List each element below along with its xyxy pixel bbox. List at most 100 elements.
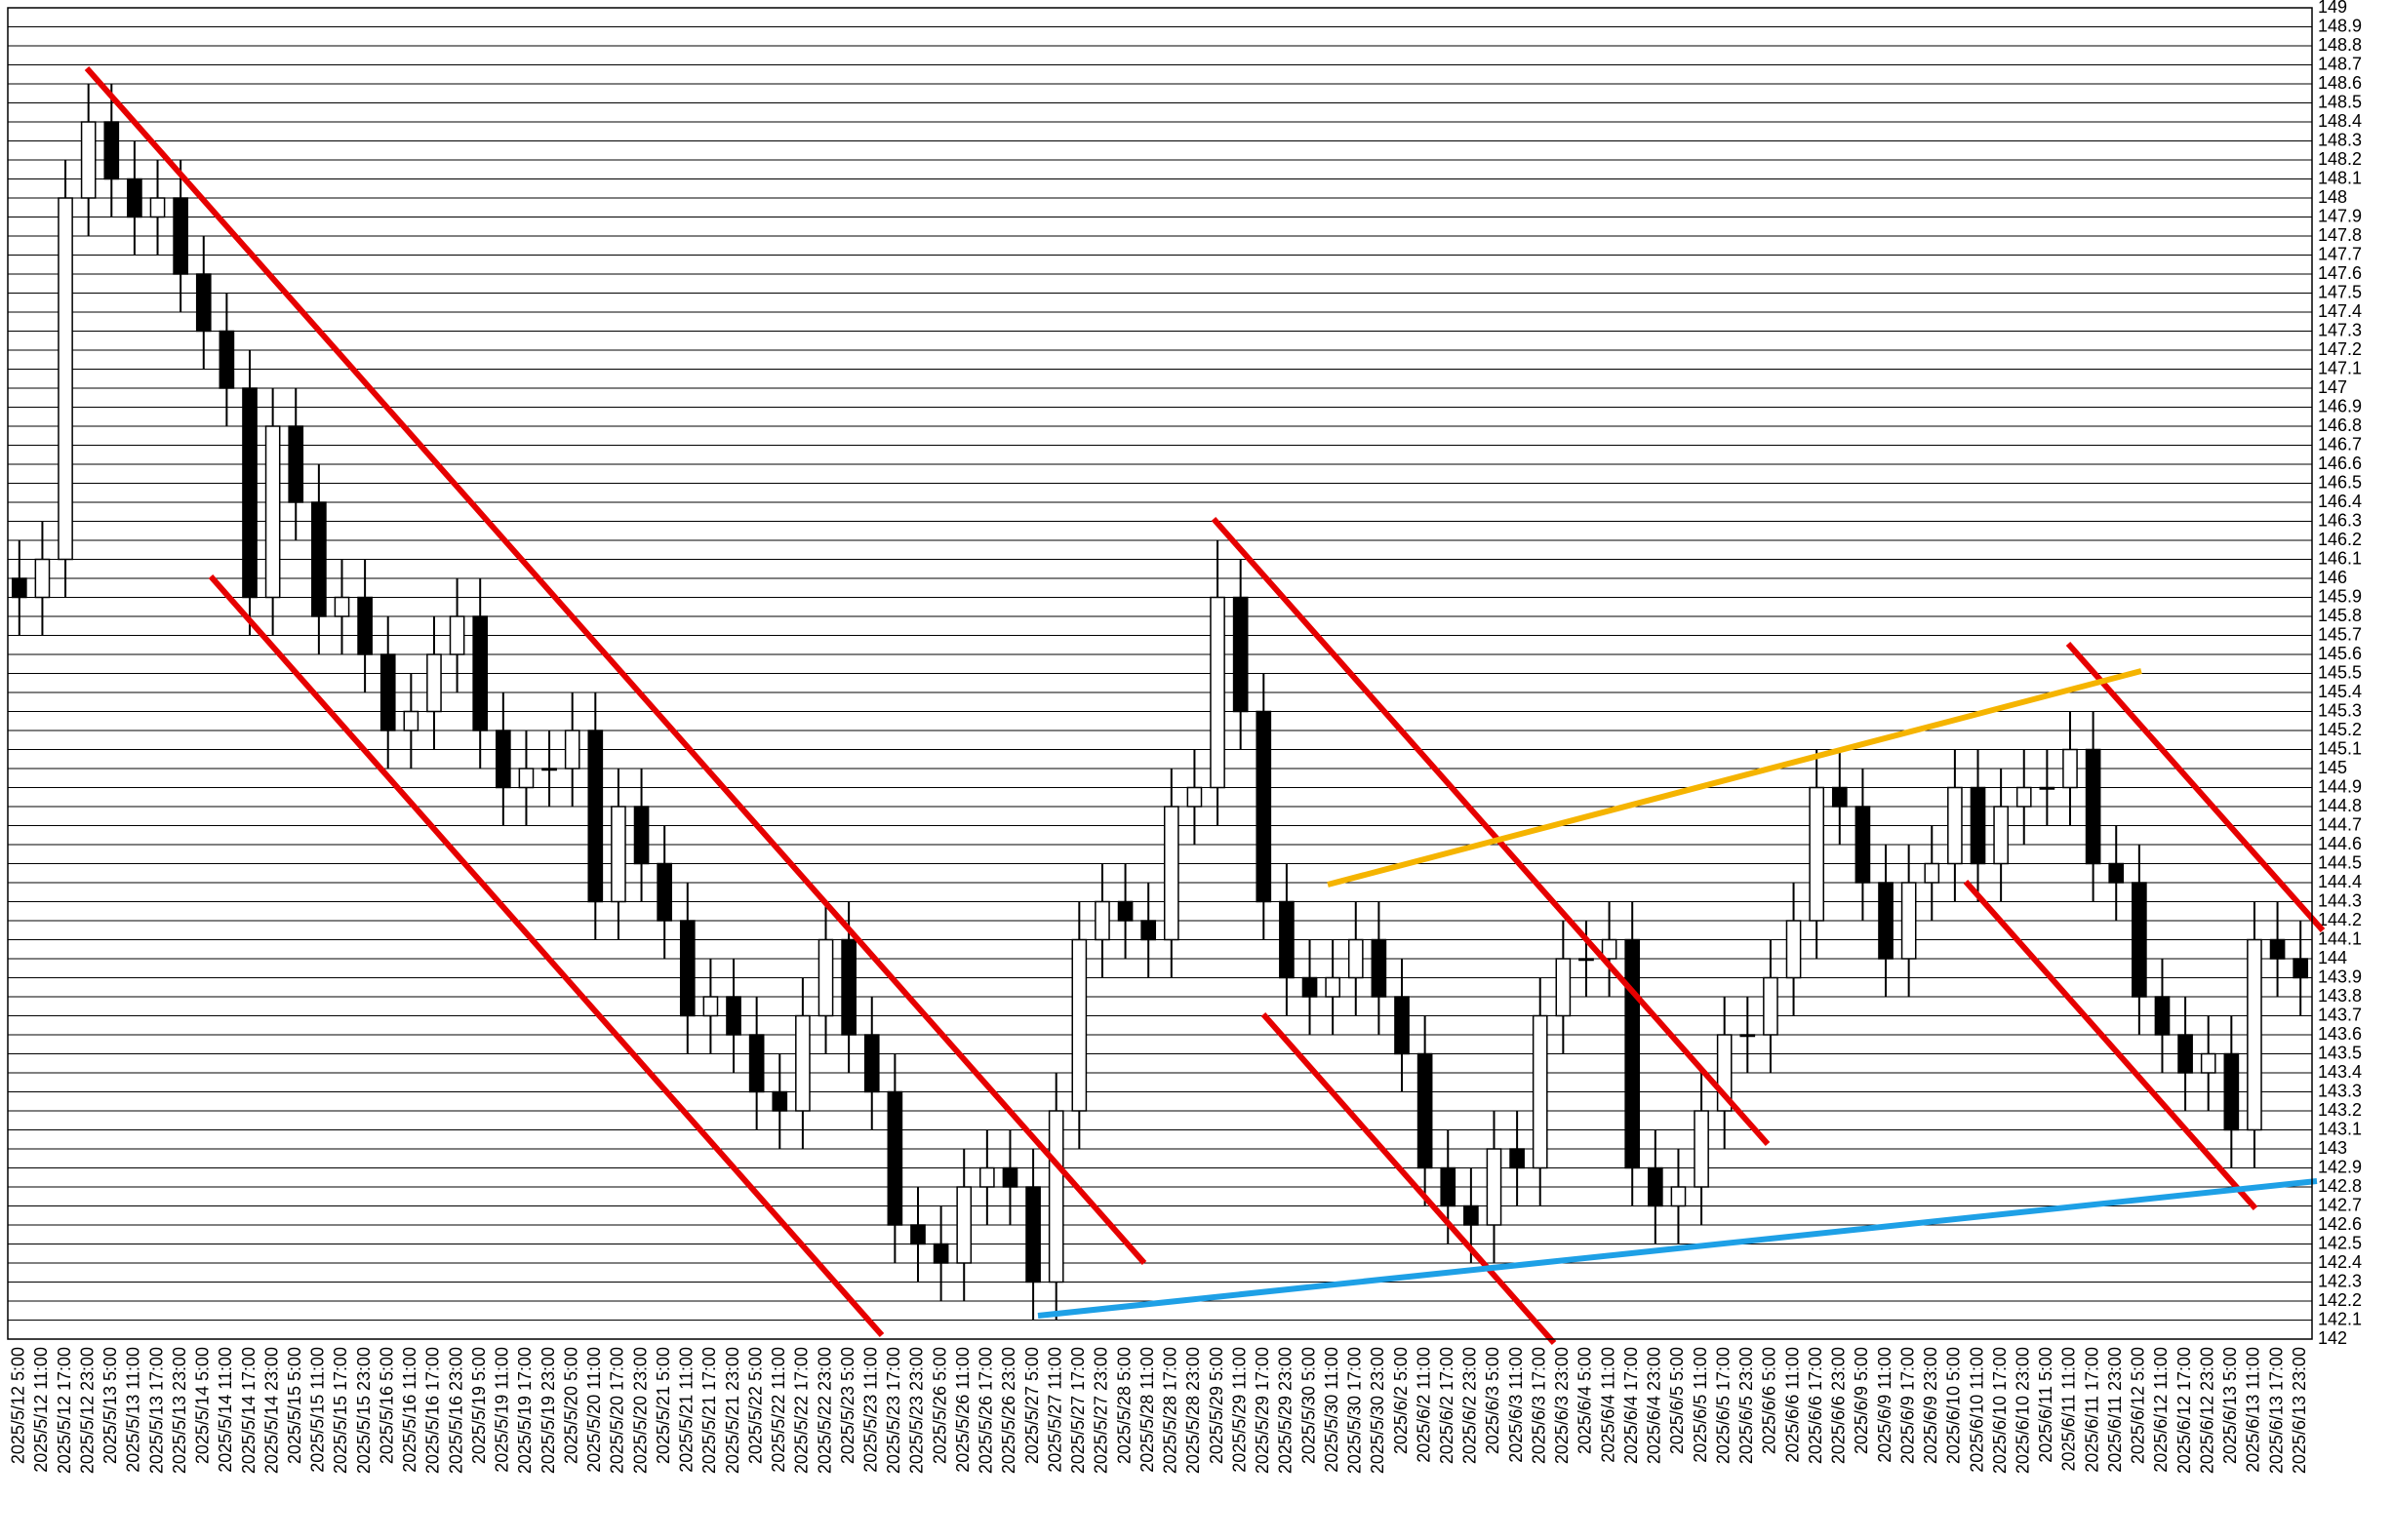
candle-body — [426, 653, 442, 713]
y-tick-label: 148.8 — [2318, 35, 2362, 55]
y-tick-label: 148.6 — [2318, 73, 2362, 93]
y-tick-label: 149 — [2318, 0, 2347, 17]
candle-body — [103, 121, 120, 180]
x-tick-label: 2025/6/13 5:00 — [2220, 1347, 2240, 1464]
y-tick-label: 147.3 — [2318, 320, 2362, 339]
y-tick-label: 148.1 — [2318, 168, 2362, 187]
y-tick-label: 148.4 — [2318, 111, 2362, 131]
x-tick-label: 2025/5/27 23:00 — [1092, 1347, 1111, 1474]
candle-body — [2108, 862, 2125, 884]
x-tick-label: 2025/6/6 17:00 — [1806, 1347, 1825, 1464]
x-tick-label: 2025/5/13 5:00 — [100, 1347, 120, 1464]
candle-body — [1440, 1166, 1456, 1207]
x-tick-label: 2025/6/4 17:00 — [1621, 1347, 1641, 1464]
candle-body — [127, 178, 142, 218]
candle-body — [956, 1186, 973, 1264]
x-tick-label: 2025/5/19 11:00 — [493, 1347, 512, 1473]
x-tick-label: 2025/5/20 23:00 — [630, 1347, 650, 1474]
y-tick-label: 144.3 — [2318, 890, 2362, 910]
x-tick-label: 2025/6/10 17:00 — [1990, 1347, 2010, 1474]
x-tick-label: 2025/5/12 17:00 — [55, 1347, 74, 1474]
y-tick-label: 143.8 — [2318, 986, 2362, 1006]
candle-body — [1970, 786, 1986, 865]
candle-body — [1739, 1034, 1756, 1038]
candle-body — [887, 1090, 903, 1226]
candle-body — [679, 920, 696, 1017]
x-tick-label: 2025/6/4 11:00 — [1598, 1347, 1617, 1463]
y-tick-label: 142.6 — [2318, 1214, 2362, 1234]
y-tick-label: 142.3 — [2318, 1271, 2362, 1290]
candle-body — [379, 653, 396, 731]
y-tick-label: 143.4 — [2318, 1062, 2362, 1082]
x-tick-label: 2025/5/29 23:00 — [1276, 1347, 1296, 1474]
trend-line — [2065, 642, 2326, 932]
x-tick-label: 2025/5/15 5:00 — [285, 1347, 304, 1464]
x-tick-label: 2025/6/6 5:00 — [1760, 1347, 1779, 1454]
x-tick-label: 2025/5/20 5:00 — [561, 1347, 580, 1464]
candle-body — [472, 615, 489, 731]
candle-body — [933, 1243, 949, 1264]
y-tick-label: 142.7 — [2318, 1195, 2362, 1214]
x-tick-label: 2025/6/9 17:00 — [1897, 1347, 1917, 1464]
candle-body — [2132, 882, 2147, 998]
y-tick-label: 143.6 — [2318, 1024, 2362, 1044]
x-tick-label: 2025/5/26 23:00 — [999, 1347, 1018, 1474]
x-tick-label: 2025/5/19 23:00 — [538, 1347, 558, 1474]
y-tick-label: 143.9 — [2318, 967, 2362, 986]
candle-body — [1855, 806, 1871, 884]
candle-body — [2062, 748, 2078, 789]
candle-body — [1347, 938, 1364, 979]
candle-body — [772, 1090, 788, 1112]
y-tick-label: 145.2 — [2318, 720, 2362, 739]
candle-body — [518, 768, 535, 789]
x-tick-label: 2025/6/3 23:00 — [1552, 1347, 1572, 1464]
candle-body — [311, 501, 327, 617]
candle-body — [1486, 1148, 1502, 1226]
y-tick-label: 142.4 — [2318, 1252, 2362, 1272]
candle-body — [1463, 1204, 1479, 1226]
x-tick-label: 2025/5/20 11:00 — [584, 1347, 604, 1473]
candle-body — [1900, 882, 1917, 960]
candle-body — [587, 730, 604, 903]
y-tick-label: 146.6 — [2318, 454, 2362, 473]
candle-body — [657, 862, 673, 922]
x-tick-label: 2025/6/5 11:00 — [1691, 1347, 1710, 1463]
x-tick-label: 2025/5/13 23:00 — [170, 1347, 189, 1474]
candle-body — [195, 273, 212, 333]
y-tick-label: 142.1 — [2318, 1309, 2362, 1328]
x-tick-label: 2025/5/23 11:00 — [861, 1347, 881, 1473]
x-tick-label: 2025/6/9 5:00 — [1852, 1347, 1871, 1454]
x-tick-label: 2025/5/22 17:00 — [792, 1347, 812, 1474]
candle-body — [173, 197, 188, 275]
y-tick-label: 147.2 — [2318, 339, 2362, 359]
x-tick-label: 2025/6/11 17:00 — [2082, 1347, 2101, 1473]
candle-body — [449, 615, 465, 655]
candle-body — [1095, 900, 1110, 941]
y-tick-label: 148 — [2318, 187, 2347, 207]
candle-body — [1878, 882, 1894, 960]
y-tick-label: 143.7 — [2318, 1005, 2362, 1024]
y-tick-label: 148.9 — [2318, 16, 2362, 35]
trend-line — [1260, 1012, 1557, 1345]
candle-body — [242, 387, 258, 599]
x-tick-label: 2025/5/29 5:00 — [1207, 1347, 1226, 1464]
candle-body — [1002, 1166, 1018, 1188]
candle-body — [219, 330, 235, 389]
y-tick-label: 144.7 — [2318, 814, 2362, 834]
candle-body — [1624, 938, 1641, 1169]
y-tick-label: 148.3 — [2318, 130, 2362, 149]
candle-body — [1993, 806, 2009, 865]
candle-body — [564, 730, 580, 770]
candle-body — [149, 197, 166, 218]
candle-body — [1831, 786, 1848, 808]
x-tick-label: 2025/6/3 17:00 — [1529, 1347, 1548, 1464]
x-tick-label: 2025/6/4 23:00 — [1645, 1347, 1664, 1464]
y-tick-label: 144.6 — [2318, 834, 2362, 853]
x-tick-label: 2025/5/29 17:00 — [1253, 1347, 1272, 1474]
x-tick-label: 2025/5/15 17:00 — [331, 1347, 350, 1474]
x-tick-label: 2025/6/13 11:00 — [2244, 1347, 2263, 1473]
candle-body — [1785, 920, 1802, 979]
y-tick-label: 145.7 — [2318, 624, 2362, 644]
y-tick-label: 147 — [2318, 377, 2347, 397]
